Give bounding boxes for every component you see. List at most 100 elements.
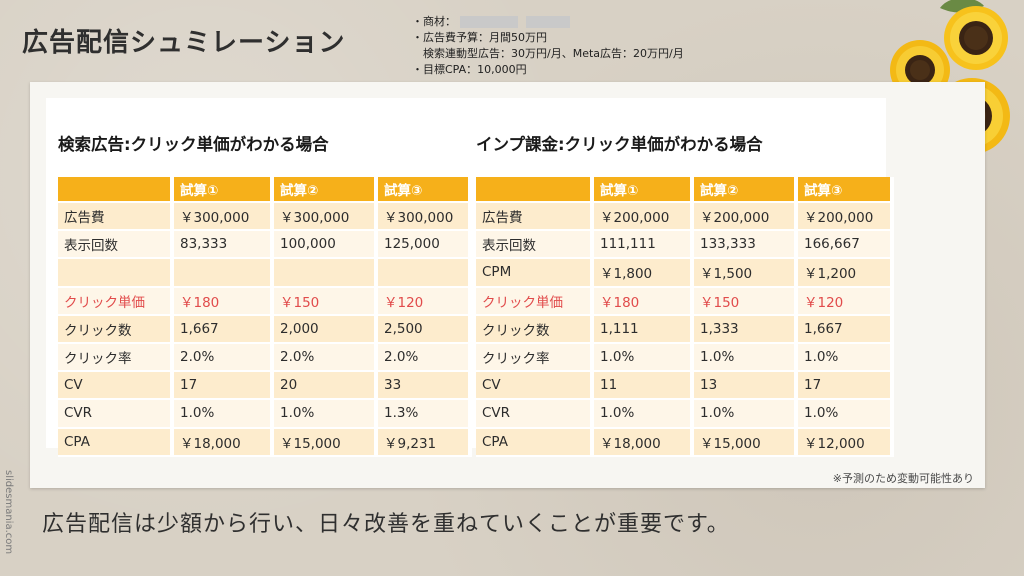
row-label: クリック数 bbox=[58, 314, 174, 344]
table-row: CVR 1.0% 1.0% 1.3% bbox=[58, 399, 472, 429]
budget-notes: ・商材： ・広告費予算：月間50万円 検索連動型広告：30万円/月、Meta広告… bbox=[412, 14, 684, 78]
table-header bbox=[58, 177, 174, 203]
row-label: クリック単価 bbox=[58, 286, 174, 316]
row-label: 広告費 bbox=[476, 202, 594, 232]
note-budget: ・広告費予算：月間50万円 bbox=[412, 31, 547, 44]
table-row: クリック単価 ￥180 ￥150 ￥120 bbox=[58, 286, 472, 316]
table-cell: ￥150 bbox=[692, 286, 798, 316]
table-cell: 83,333 bbox=[172, 230, 274, 260]
note-product: ・商材： bbox=[412, 14, 684, 30]
imp-ad-table-block: インプ課金:クリック単価がわかる場合 試算① 試算② 試算③ 広告費 ￥200,0… bbox=[476, 131, 894, 457]
table-cell: 1.0% bbox=[172, 399, 274, 429]
table-cell: 17 bbox=[172, 371, 274, 401]
table-cell: ￥15,000 bbox=[692, 427, 798, 457]
row-label: クリック数 bbox=[476, 314, 594, 344]
row-label: CV bbox=[58, 371, 174, 401]
table-header: 試算① bbox=[592, 177, 694, 203]
table-row: 表示回数 83,333 100,000 125,000 bbox=[58, 230, 472, 260]
row-label: CPA bbox=[476, 427, 594, 457]
watermark: slidesmania.com bbox=[3, 470, 14, 555]
table-header: 試算③ bbox=[376, 177, 472, 203]
note-budget-split: 検索連動型広告：30万円/月、Meta広告：20万円/月 bbox=[412, 47, 684, 60]
table-header bbox=[476, 177, 594, 203]
imp-ad-table-title: インプ課金:クリック単価がわかる場合 bbox=[476, 135, 763, 154]
table-cell: 11 bbox=[592, 371, 694, 401]
table-cell: 1.3% bbox=[376, 399, 472, 429]
table-cell: 1.0% bbox=[592, 342, 694, 373]
table-row: CPA ￥18,000 ￥15,000 ￥9,231 bbox=[58, 427, 472, 457]
row-label: 表示回数 bbox=[476, 230, 594, 260]
redacted-block bbox=[460, 16, 518, 28]
table-cell: 1.0% bbox=[796, 342, 894, 373]
table-row: 広告費 ￥300,000 ￥300,000 ￥300,000 bbox=[58, 202, 472, 232]
table-cell: ￥18,000 bbox=[592, 427, 694, 457]
table-row: CV 17 20 33 bbox=[58, 371, 472, 401]
table-cell: 2.0% bbox=[172, 342, 274, 373]
table-cell: ￥1,200 bbox=[796, 258, 894, 288]
table-cell: ￥180 bbox=[172, 286, 274, 316]
row-label: CV bbox=[476, 371, 594, 401]
table-cell: ￥300,000 bbox=[376, 202, 472, 232]
summary-text: 広告配信は少額から行い、日々改善を重ねていくことが重要です。 bbox=[42, 512, 730, 537]
table-cell: ￥18,000 bbox=[172, 427, 274, 457]
table-cell: ￥300,000 bbox=[172, 202, 274, 232]
table-header-row: 試算① 試算② 試算③ bbox=[476, 177, 894, 203]
table-header: 試算② bbox=[692, 177, 798, 203]
row-label: 広告費 bbox=[58, 202, 174, 232]
note-target-cpa: ・目標CPA：10,000円 bbox=[412, 63, 527, 76]
table-cell: ￥200,000 bbox=[796, 202, 894, 232]
table-row: クリック率 1.0% 1.0% 1.0% bbox=[476, 342, 894, 373]
imp-ad-table: 試算① 試算② 試算③ 広告費 ￥200,000 ￥200,000 ￥200,000 … bbox=[476, 177, 894, 457]
table-cell: 133,333 bbox=[692, 230, 798, 260]
table-cell: 1,667 bbox=[172, 314, 274, 344]
table-cell: ￥150 bbox=[272, 286, 378, 316]
table-cell: 1,111 bbox=[592, 314, 694, 344]
row-label: CPM bbox=[476, 258, 594, 288]
row-label: クリック率 bbox=[58, 342, 174, 373]
table-row: 広告費 ￥200,000 ￥200,000 ￥200,000 bbox=[476, 202, 894, 232]
table-cell: 1.0% bbox=[692, 399, 798, 429]
table-cell: 20 bbox=[272, 371, 378, 401]
table-cell: ￥120 bbox=[796, 286, 894, 316]
table-row: 表示回数 111,111 133,333 166,667 bbox=[476, 230, 894, 260]
table-cell: 1,667 bbox=[796, 314, 894, 344]
table-header: 試算② bbox=[272, 177, 378, 203]
row-label: CPA bbox=[58, 427, 174, 457]
search-ad-table-block: 検索広告:クリック単価がわかる場合 試算① 試算② 試算③ 広告費 ￥300,00… bbox=[58, 131, 472, 457]
page-title: 広告配信シュミレーション bbox=[22, 28, 346, 58]
table-cell: 33 bbox=[376, 371, 472, 401]
table-cell: 125,000 bbox=[376, 230, 472, 260]
row-label: CVR bbox=[476, 399, 594, 429]
table-cell: ￥200,000 bbox=[592, 202, 694, 232]
table-cell: ￥12,000 bbox=[796, 427, 894, 457]
row-label: 表示回数 bbox=[58, 230, 174, 260]
table-cell: 13 bbox=[692, 371, 798, 401]
search-ad-table: 試算① 試算② 試算③ 広告費 ￥300,000 ￥300,000 ￥300,000 … bbox=[58, 177, 472, 457]
table-row: クリック率 2.0% 2.0% 2.0% bbox=[58, 342, 472, 373]
table-cell: ￥200,000 bbox=[692, 202, 798, 232]
table-cell: 2,500 bbox=[376, 314, 472, 344]
table-cell bbox=[376, 258, 472, 288]
table-row: CPM ￥1,800 ￥1,500 ￥1,200 bbox=[476, 258, 894, 288]
search-ad-table-title: 検索広告:クリック単価がわかる場合 bbox=[58, 135, 329, 154]
table-row: クリック単価 ￥180 ￥150 ￥120 bbox=[476, 286, 894, 316]
table-cell: 2.0% bbox=[272, 342, 378, 373]
table-row: クリック数 1,667 2,000 2,500 bbox=[58, 314, 472, 344]
table-cell: ￥9,231 bbox=[376, 427, 472, 457]
table-cell: 1.0% bbox=[796, 399, 894, 429]
table-row bbox=[58, 258, 472, 288]
table-cell: 1.0% bbox=[592, 399, 694, 429]
table-cell: ￥15,000 bbox=[272, 427, 378, 457]
forecast-footnote: ※予測のため変動可能性あり bbox=[832, 472, 974, 485]
row-label bbox=[58, 258, 174, 288]
table-cell: 166,667 bbox=[796, 230, 894, 260]
table-row: CV 11 13 17 bbox=[476, 371, 894, 401]
table-cell: 17 bbox=[796, 371, 894, 401]
table-cell bbox=[272, 258, 378, 288]
table-cell: ￥120 bbox=[376, 286, 472, 316]
table-cell bbox=[172, 258, 274, 288]
redacted-block bbox=[526, 16, 570, 28]
table-cell: 2,000 bbox=[272, 314, 378, 344]
table-cell: 111,111 bbox=[592, 230, 694, 260]
table-cell: 1,333 bbox=[692, 314, 798, 344]
